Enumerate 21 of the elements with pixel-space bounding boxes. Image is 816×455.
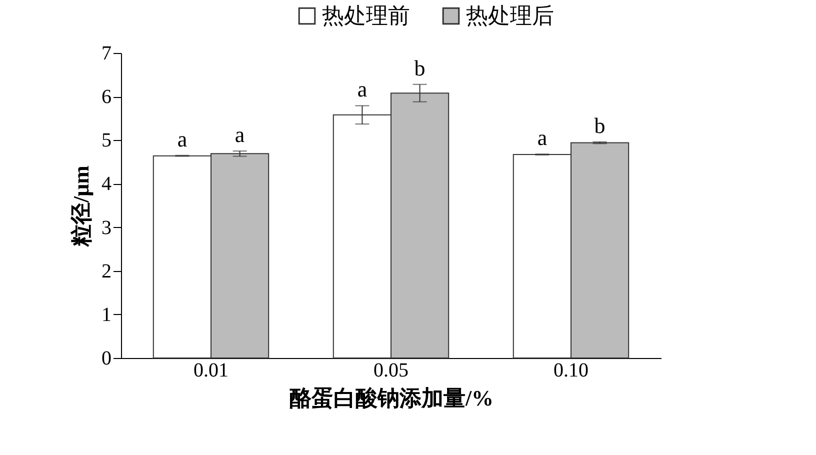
x-tick-label: 0.10: [554, 360, 588, 382]
data-label: b: [594, 112, 606, 138]
legend-label: 热处理后: [466, 3, 554, 28]
y-tick-label: 1: [102, 304, 112, 326]
data-label: a: [357, 76, 368, 102]
legend-label: 热处理前: [322, 3, 410, 28]
y-tick-label: 3: [102, 216, 112, 239]
data-label: a: [234, 122, 245, 148]
y-tick-label: 5: [102, 130, 112, 152]
y-tick-label: 4: [102, 173, 112, 196]
data-label: a: [537, 125, 548, 150]
y-tick-label: 6: [102, 86, 112, 108]
y-tick-label: 7: [102, 42, 112, 64]
y-axis-title: 粒径/μm: [68, 166, 94, 248]
x-tick-label: 0.01: [194, 360, 228, 382]
y-tick-label: 0: [102, 348, 112, 370]
x-tick-label: 0.05: [374, 360, 408, 382]
x-axis-title: 酪蛋白酸钠添加量/%: [289, 386, 494, 410]
data-label: b: [414, 55, 426, 80]
data-label: a: [177, 126, 188, 152]
y-tick-label: 2: [102, 260, 112, 282]
